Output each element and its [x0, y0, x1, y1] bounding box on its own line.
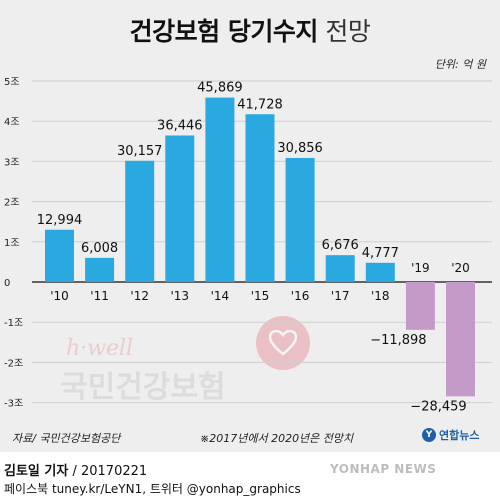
x-tick-label: '15	[251, 289, 270, 303]
x-tick-label: '18	[371, 289, 390, 303]
y-tick-label: -1조	[4, 318, 23, 329]
yonhap-watermark: YONHAP NEWS	[330, 462, 437, 476]
x-tick-label: '11	[90, 289, 109, 303]
source-note: 자료/ 국민건강보험공단	[12, 432, 121, 445]
plot-area: 5조 4조 3조 2조 1조 0 -1조 -2조 -3조 12,994 '10 6,008 '11 30,…	[4, 77, 492, 414]
agency-logo: Y 연합뉴스	[422, 427, 479, 443]
y-tick-label: 2조	[4, 198, 20, 209]
bar	[285, 157, 315, 282]
bar	[125, 160, 155, 282]
data-label: −11,898	[370, 333, 426, 348]
y-tick-label: -2조	[4, 358, 23, 369]
data-label: 41,728	[237, 97, 283, 112]
x-tick-label: '20	[451, 261, 470, 275]
x-tick-label: '17	[331, 289, 350, 303]
bar	[405, 282, 435, 330]
y-tick-label: 5조	[4, 77, 20, 88]
x-tick-label: '16	[291, 289, 310, 303]
heart-icon	[256, 316, 310, 370]
data-label: 6,008	[81, 241, 118, 256]
agency-logo-icon: Y	[422, 428, 436, 442]
y-tick-label: -3조	[4, 399, 23, 410]
bar	[365, 262, 395, 282]
bar	[205, 97, 235, 282]
chart-title-bold: 건강보험 당기수지	[129, 17, 319, 46]
watermark: h·well 국민건강보험	[60, 312, 310, 405]
social-links: 페이스북 tuney.kr/LeYN1, 트위터 @yonhap_graphic…	[4, 482, 301, 496]
data-label: 12,994	[37, 213, 83, 228]
x-tick-label: '14	[211, 289, 230, 303]
bar	[446, 282, 475, 397]
y-tick-label: 3조	[4, 157, 20, 168]
bars-layer	[45, 97, 475, 397]
x-tick-label: '10	[50, 289, 69, 303]
y-tick-label: 1조	[4, 238, 20, 249]
chart-title-light: 전망	[325, 17, 371, 46]
bar	[85, 257, 115, 282]
x-tick-label: '19	[411, 261, 430, 275]
data-label: 4,777	[362, 246, 399, 261]
bar	[45, 229, 74, 282]
bar	[245, 114, 275, 282]
watermark-org: 국민건강보험	[60, 370, 226, 405]
agency-logo-text: 연합뉴스	[439, 429, 480, 442]
y-tick-label: 4조	[4, 117, 20, 128]
bar	[325, 255, 355, 282]
labels-layer: 5조 4조 3조 2조 1조 0 -1조 -2조 -3조 12,994 '10 6,008 '11 30,…	[4, 77, 470, 414]
data-label: 36,446	[157, 118, 203, 133]
data-label: 30,157	[117, 144, 163, 159]
data-label: 6,676	[322, 238, 359, 253]
watermark-brand: h·well	[66, 336, 134, 361]
y-tick-label: 0	[4, 278, 10, 289]
reporter-name: 김토일 기자	[4, 464, 69, 479]
chart-card: 건강보험 당기수지 전망 단위: 억 원 h·well 국민건강보험 5조 4조 3…	[0, 0, 500, 452]
x-tick-label: '13	[171, 289, 190, 303]
data-label: 30,856	[277, 141, 323, 156]
bar	[165, 135, 195, 282]
data-label: −28,459	[410, 399, 466, 414]
forecast-note: ※2017년에서 2020년은 전망치	[200, 432, 354, 445]
x-tick-label: '12	[130, 289, 149, 303]
chart-title: 건강보험 당기수지 전망	[0, 12, 500, 48]
byline: 김토일 기자 / 20170221	[4, 460, 147, 479]
footer: 김토일 기자 / 20170221 페이스북 tuney.kr/LeYN1, 트…	[0, 452, 500, 500]
data-label: 45,869	[197, 81, 243, 96]
unit-label: 단위: 억 원	[434, 58, 486, 71]
publish-date: / 20170221	[72, 464, 148, 479]
